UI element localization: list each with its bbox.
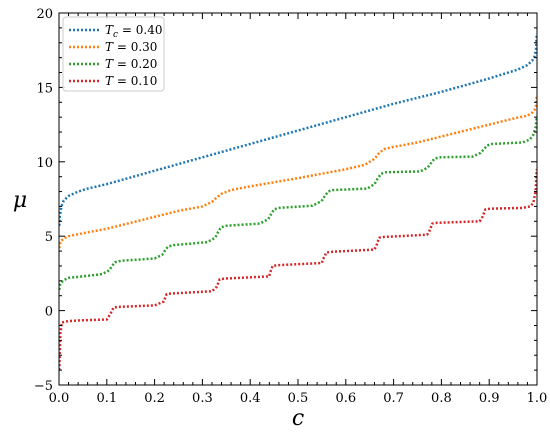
x-axis-title: c — [292, 406, 304, 431]
x-tick-label: 0.3 — [192, 391, 213, 406]
series-layer — [59, 33, 537, 371]
x-tick-label: 1.0 — [527, 391, 548, 406]
x-tick-label: 0.6 — [335, 391, 356, 406]
series-line-1 — [59, 96, 537, 249]
legend-label-3: T = 0.10 — [105, 74, 157, 88]
y-tick-label: 5 — [45, 230, 53, 245]
x-tick-label: 0.8 — [431, 391, 452, 406]
y-tick-label: 15 — [36, 81, 53, 96]
legend-label-0: Tc = 0.40 — [105, 23, 162, 40]
y-tick-label: 20 — [36, 7, 53, 22]
x-tick-label: 0.4 — [240, 391, 261, 406]
legend-label-1: T = 0.30 — [105, 40, 157, 54]
x-tick-label: 0.1 — [96, 391, 117, 406]
y-axis-title: μ — [13, 188, 27, 213]
x-tick-label: 0.7 — [383, 391, 404, 406]
x-tick-label: 0.5 — [288, 391, 309, 406]
y-tick-label: 0 — [45, 305, 53, 320]
x-tick-label: 0.2 — [144, 391, 165, 406]
y-tick-label: −5 — [34, 379, 53, 394]
x-tick-label: 0.9 — [479, 391, 500, 406]
legend-label-2: T = 0.20 — [105, 57, 157, 71]
x-tick-label: 0.0 — [49, 391, 70, 406]
legend-frame — [62, 16, 165, 92]
y-tick-label: 10 — [36, 156, 53, 171]
ticks-layer: 0.0 0.1 0.2 0.3 0.4 0.5 0.6 0.7 0.8 0.9 1.0 −5 0 5 10 1… — [34, 7, 548, 406]
series-line-3 — [59, 169, 537, 371]
legend: Tc = 0.40T = 0.30 T = 0.20 T = 0.10 — [62, 16, 165, 92]
series-line-2 — [59, 117, 537, 290]
